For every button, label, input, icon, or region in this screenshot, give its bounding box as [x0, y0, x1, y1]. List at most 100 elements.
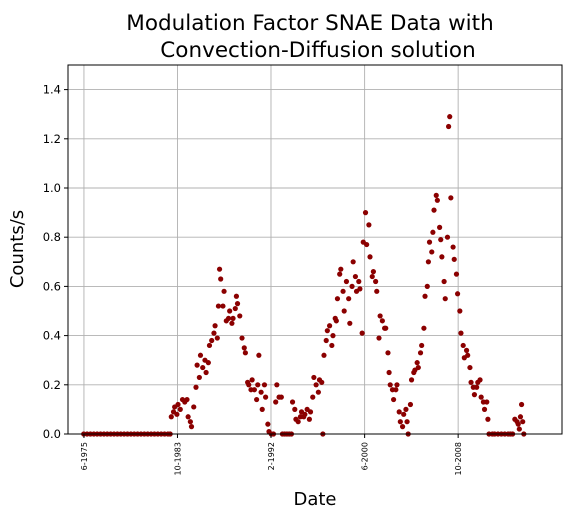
data-point: [379, 318, 385, 324]
data-point: [258, 389, 264, 395]
data-point: [515, 421, 521, 427]
data-point: [274, 382, 280, 388]
data-point: [517, 414, 524, 420]
chart-title-line-2: Convection-Diffusion solution: [160, 38, 475, 63]
data-point: [387, 382, 393, 388]
data-point: [484, 399, 490, 405]
data-point: [485, 416, 491, 422]
data-point: [319, 379, 325, 385]
data-point: [338, 266, 344, 272]
y-tick-label: 1.0: [43, 181, 61, 195]
data-point: [450, 244, 456, 250]
data-point: [357, 286, 363, 292]
data-point: [251, 387, 257, 393]
data-point: [215, 303, 222, 309]
data-point: [347, 320, 353, 326]
data-point: [206, 342, 213, 349]
data-point: [419, 342, 425, 349]
data-point: [359, 330, 365, 336]
data-point: [373, 278, 379, 285]
data-point: [369, 273, 375, 280]
data-point: [390, 396, 397, 403]
data-point: [430, 229, 436, 235]
data-point: [185, 414, 191, 420]
data-point: [408, 377, 415, 383]
data-point: [237, 313, 243, 319]
data-point: [184, 396, 190, 403]
data-point: [520, 419, 526, 425]
x-axis-label: Date: [293, 489, 336, 510]
data-point: [422, 293, 428, 299]
data-point: [289, 399, 296, 405]
data-point: [477, 377, 483, 383]
data-point: [254, 396, 260, 403]
data-point: [481, 406, 488, 412]
data-point: [306, 416, 312, 422]
data-point: [376, 335, 382, 341]
grid-lines: [68, 65, 562, 434]
data-point: [352, 273, 359, 280]
data-point: [321, 352, 327, 358]
data-point: [421, 325, 427, 331]
data-point: [374, 288, 380, 294]
data-point: [187, 419, 193, 425]
data-point: [451, 256, 457, 262]
data-point: [453, 271, 460, 277]
data-point: [516, 426, 522, 432]
y-tick-label: 1.4: [43, 83, 61, 97]
data-point: [211, 330, 217, 336]
y-axis-label: Counts/s: [7, 210, 28, 288]
data-point: [241, 345, 247, 351]
data-point: [396, 409, 402, 415]
data-point: [403, 406, 409, 412]
data-point: [417, 350, 424, 356]
data-point: [404, 419, 410, 425]
data-point: [220, 303, 226, 309]
data-point: [349, 283, 355, 289]
data-point: [350, 259, 356, 265]
data-point: [386, 369, 392, 376]
data-point: [227, 308, 233, 314]
data-point: [434, 197, 440, 203]
data-point: [465, 352, 471, 358]
data-point: [313, 382, 319, 388]
data-point: [194, 362, 200, 368]
data-point: [324, 328, 330, 334]
data-point: [333, 318, 339, 324]
data-point: [261, 382, 268, 388]
data-point: [356, 278, 362, 285]
data-point: [383, 325, 389, 331]
data-point: [278, 394, 284, 400]
data-point: [407, 401, 414, 408]
data-point: [212, 323, 218, 329]
data-point: [397, 419, 403, 425]
data-point: [197, 352, 204, 358]
data-point: [460, 342, 466, 349]
data-point: [401, 411, 407, 417]
data-point: [370, 269, 376, 275]
y-tick-label: 0.6: [43, 279, 61, 293]
data-point: [367, 254, 373, 260]
data-point: [362, 210, 369, 216]
data-point: [302, 411, 308, 417]
y-tick-label: 1.2: [43, 132, 61, 146]
data-point: [209, 337, 215, 344]
data-point: [239, 335, 245, 341]
data-point: [334, 296, 341, 302]
plot-frame: [67, 64, 563, 435]
x-axis-ticks: 6-1975 10-1983 2-1992 6-2000 10-2008: [80, 434, 463, 475]
data-point: [457, 308, 463, 314]
x-tick-label: 6-1975: [80, 442, 89, 470]
data-point: [385, 350, 391, 356]
data-point: [221, 288, 227, 294]
data-point: [193, 384, 199, 390]
data-point: [446, 123, 452, 130]
data-point: [177, 406, 183, 412]
data-point: [458, 330, 464, 336]
data-point: [200, 364, 206, 371]
data-point: [518, 401, 525, 408]
data-point: [447, 114, 453, 120]
data-point: [311, 374, 317, 381]
chart-title-line-1: Modulation Factor SNAE Data with: [126, 11, 493, 36]
data-point: [329, 342, 335, 349]
